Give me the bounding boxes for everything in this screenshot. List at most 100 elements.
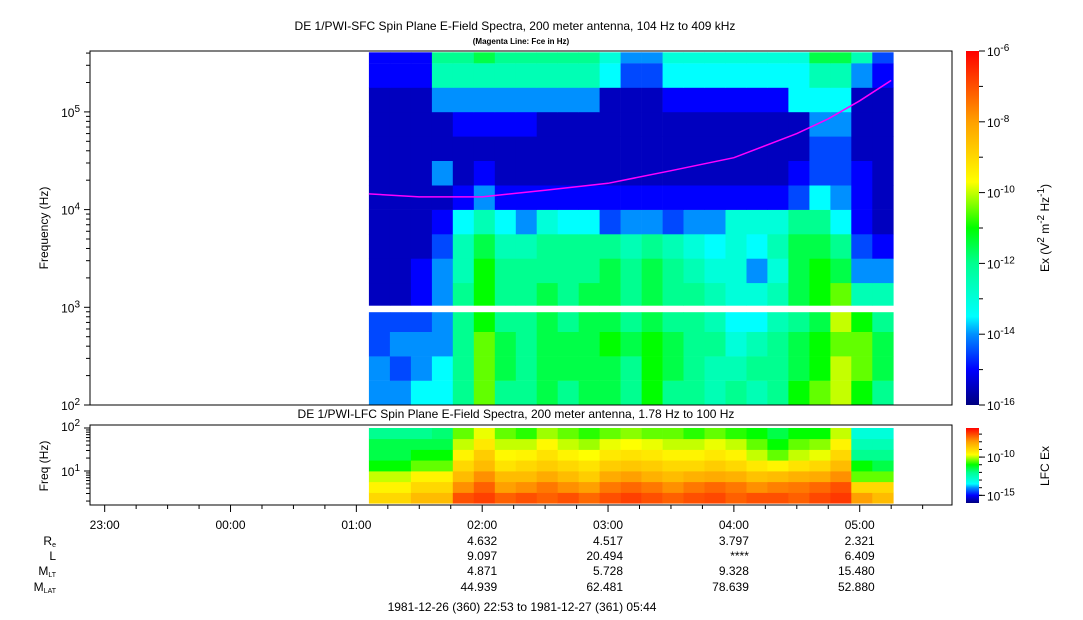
heatmap-cell bbox=[452, 438, 475, 450]
heatmap-cell bbox=[767, 63, 789, 88]
heatmap-cell bbox=[452, 380, 475, 406]
heatmap-cell bbox=[662, 185, 684, 210]
heatmap-cell bbox=[515, 438, 538, 450]
sfc-y-axis-label: Frequency (Hz) bbox=[37, 187, 51, 270]
heatmap-cell bbox=[410, 331, 433, 357]
colorbar-tick-label: 10-6 bbox=[987, 43, 1010, 59]
heatmap-cell bbox=[746, 87, 768, 113]
heatmap-cell bbox=[389, 331, 412, 357]
lfc-heatmap bbox=[368, 428, 894, 504]
heatmap-cell bbox=[578, 380, 600, 406]
heatmap-cell bbox=[683, 481, 705, 493]
heatmap-cell bbox=[557, 481, 579, 493]
ephemeris-value: 20.494 bbox=[586, 549, 623, 563]
heatmap-cell bbox=[389, 209, 412, 235]
heatmap-cell bbox=[557, 380, 579, 406]
heatmap-cell bbox=[452, 87, 475, 113]
colorbar-tick-label: 10-14 bbox=[987, 326, 1015, 342]
heatmap-cell bbox=[389, 380, 412, 406]
heatmap-cell bbox=[620, 234, 642, 259]
heatmap-cell bbox=[368, 356, 391, 381]
heatmap-cell bbox=[746, 331, 768, 357]
heatmap-cell bbox=[872, 160, 894, 186]
heatmap-cell bbox=[473, 449, 496, 461]
y-tick-label: 101 bbox=[61, 463, 80, 479]
ephemeris-value: 4.517 bbox=[593, 534, 623, 548]
heatmap-cell bbox=[851, 160, 873, 186]
heatmap-cell bbox=[620, 136, 642, 161]
heatmap-cell bbox=[557, 52, 579, 64]
heatmap-cell bbox=[536, 449, 558, 461]
heatmap-cell bbox=[872, 87, 894, 113]
heatmap-cell bbox=[746, 356, 768, 381]
heatmap-cell bbox=[809, 87, 831, 113]
heatmap-cell bbox=[704, 136, 726, 161]
heatmap-cell bbox=[431, 282, 454, 306]
heatmap-cell bbox=[431, 312, 454, 332]
heatmap-cell bbox=[620, 185, 642, 210]
heatmap-cell bbox=[872, 449, 894, 461]
heatmap-cell bbox=[662, 160, 684, 186]
sfc-subtitle: (Magenta Line: Fce in Hz) bbox=[473, 37, 570, 46]
heatmap-cell bbox=[620, 356, 642, 381]
heatmap-cell bbox=[599, 356, 621, 381]
heatmap-cell bbox=[494, 449, 517, 461]
heatmap-cell bbox=[809, 185, 831, 210]
heatmap-cell bbox=[662, 63, 684, 88]
sfc-colorbar bbox=[966, 51, 979, 405]
x-tick-label: 05:00 bbox=[845, 518, 875, 532]
heatmap-cell bbox=[389, 312, 412, 332]
heatmap-cell bbox=[851, 331, 873, 357]
heatmap-cell bbox=[662, 449, 684, 461]
heatmap-cell bbox=[620, 160, 642, 186]
heatmap-cell bbox=[704, 428, 726, 440]
heatmap-cell bbox=[704, 492, 726, 504]
ephemeris-value: 52.880 bbox=[838, 580, 875, 594]
heatmap-cell bbox=[599, 449, 621, 461]
heatmap-cell bbox=[788, 449, 810, 461]
heatmap-cell bbox=[515, 428, 538, 440]
heatmap-cell bbox=[620, 471, 642, 483]
heatmap-cell bbox=[578, 111, 600, 137]
heatmap-cell bbox=[557, 258, 579, 284]
heatmap-cell bbox=[725, 258, 747, 284]
lfc-y-axis-label: Freq (Hz) bbox=[37, 441, 51, 492]
heatmap-cell bbox=[473, 185, 496, 210]
heatmap-cell bbox=[494, 492, 517, 504]
heatmap-cell bbox=[641, 63, 663, 88]
heatmap-cell bbox=[557, 234, 579, 259]
x-tick-label: 01:00 bbox=[341, 518, 371, 532]
heatmap-cell bbox=[431, 356, 454, 381]
heatmap-cell bbox=[410, 312, 433, 332]
heatmap-cell bbox=[788, 258, 810, 284]
heatmap-cell bbox=[536, 380, 558, 406]
heatmap-cell bbox=[683, 136, 705, 161]
heatmap-cell bbox=[599, 492, 621, 504]
heatmap-cell bbox=[431, 460, 454, 472]
heatmap-cell bbox=[809, 356, 831, 381]
heatmap-cell bbox=[431, 481, 454, 493]
heatmap-cell bbox=[578, 52, 600, 64]
heatmap-cell bbox=[641, 209, 663, 235]
heatmap-cell bbox=[452, 356, 475, 381]
heatmap-cell bbox=[767, 471, 789, 483]
heatmap-cell bbox=[452, 63, 475, 88]
heatmap-cell bbox=[809, 460, 831, 472]
heatmap-cell bbox=[641, 258, 663, 284]
heatmap-cell bbox=[830, 185, 852, 210]
heatmap-cell bbox=[389, 87, 412, 113]
heatmap-cell bbox=[704, 111, 726, 137]
heatmap-cell bbox=[872, 52, 894, 64]
heatmap-cell bbox=[494, 63, 517, 88]
y-tick-label: 102 bbox=[61, 397, 80, 413]
heatmap-cell bbox=[515, 331, 538, 357]
heatmap-cell bbox=[431, 492, 454, 504]
heatmap-cell bbox=[557, 160, 579, 186]
heatmap-cell bbox=[641, 234, 663, 259]
heatmap-cell bbox=[788, 331, 810, 357]
heatmap-cell bbox=[788, 356, 810, 381]
heatmap-cell bbox=[662, 428, 684, 440]
sfc-panel-frame bbox=[89, 50, 953, 406]
heatmap-cell bbox=[746, 460, 768, 472]
heatmap-cell bbox=[410, 356, 433, 381]
